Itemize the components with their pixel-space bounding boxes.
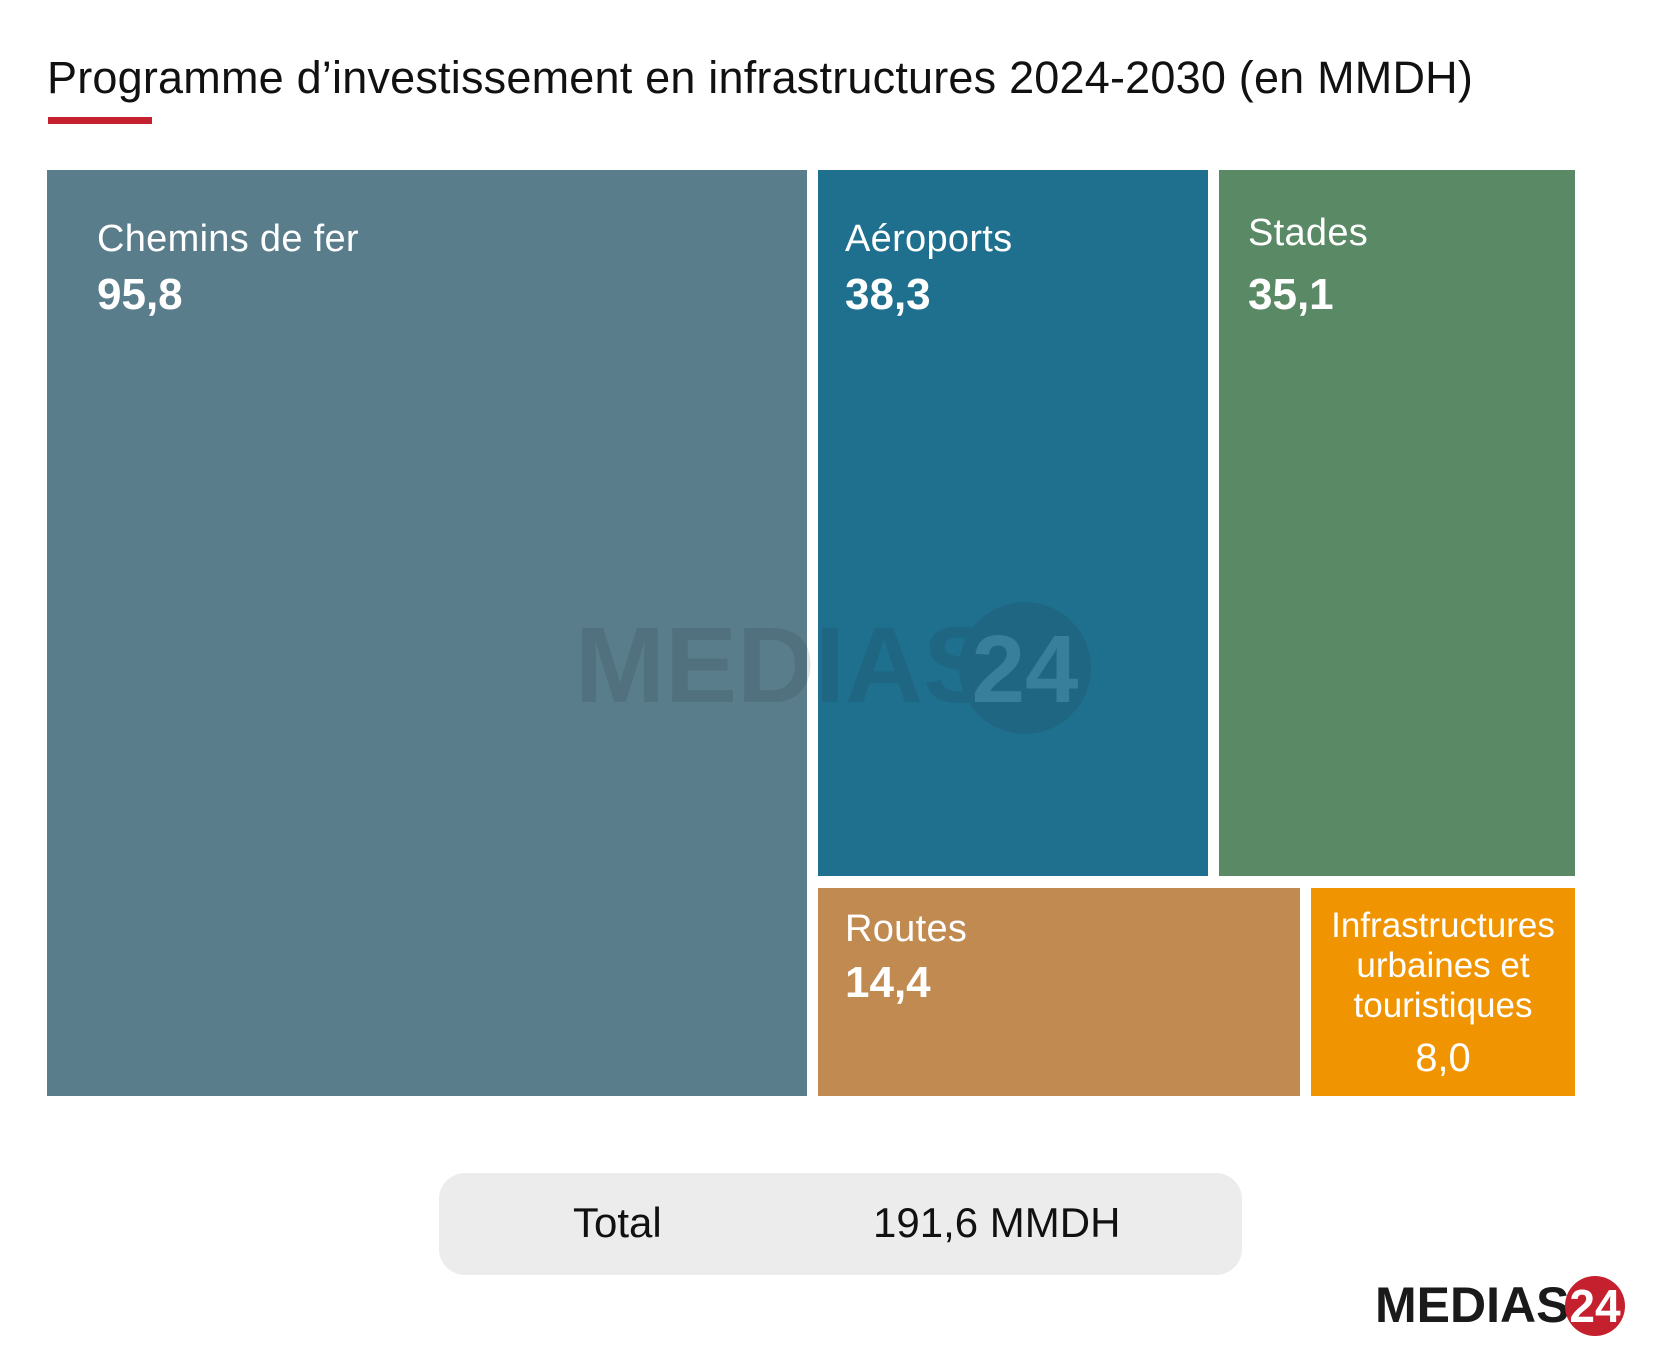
tile-chemins-de-fer: Chemins de fer 95,8 xyxy=(47,170,807,1096)
tile-label-line: touristiques xyxy=(1353,986,1533,1025)
title-underline-accent xyxy=(48,117,152,124)
tile-label: Stades xyxy=(1248,212,1369,254)
logo-circle xyxy=(1565,1276,1625,1336)
tile-value: 95,8 xyxy=(97,270,183,319)
treemap-chart: Chemins de fer 95,8 Aéroports 38,3 Stade… xyxy=(47,170,1621,1126)
tile-aeroports: Aéroports 38,3 xyxy=(818,170,1208,876)
tile-stades: Stades 35,1 xyxy=(1219,170,1575,876)
tile-infrastructures-urbaines: Infrastructures urbaines et touristiques… xyxy=(1311,888,1575,1096)
medias24-logo: MEDIAS 24 xyxy=(1375,1276,1625,1336)
total-label: Total xyxy=(573,1199,662,1246)
tile-value: 8,0 xyxy=(1415,1036,1471,1080)
tile-value: 38,3 xyxy=(845,270,931,319)
logo-number: 24 xyxy=(1569,1280,1621,1332)
tile-value: 35,1 xyxy=(1248,270,1334,319)
chart-title: Programme d’investissement en infrastruc… xyxy=(47,52,1474,103)
total-box: Total 191,6 MMDH xyxy=(439,1173,1242,1275)
tile-routes: Routes 14,4 xyxy=(818,888,1300,1096)
tile-value: 14,4 xyxy=(845,958,931,1007)
tile-label-stack: Infrastructures urbaines et touristiques… xyxy=(1311,906,1575,1081)
logo-text: MEDIAS xyxy=(1375,1277,1569,1333)
tile-label: Aéroports xyxy=(845,218,1013,260)
tile-label-line: Infrastructures xyxy=(1331,906,1555,945)
tile-label: Routes xyxy=(845,908,968,950)
tile-label: Chemins de fer xyxy=(97,218,359,260)
total-value: 191,6 MMDH xyxy=(873,1199,1121,1246)
tile-label-line: urbaines et xyxy=(1356,946,1530,985)
